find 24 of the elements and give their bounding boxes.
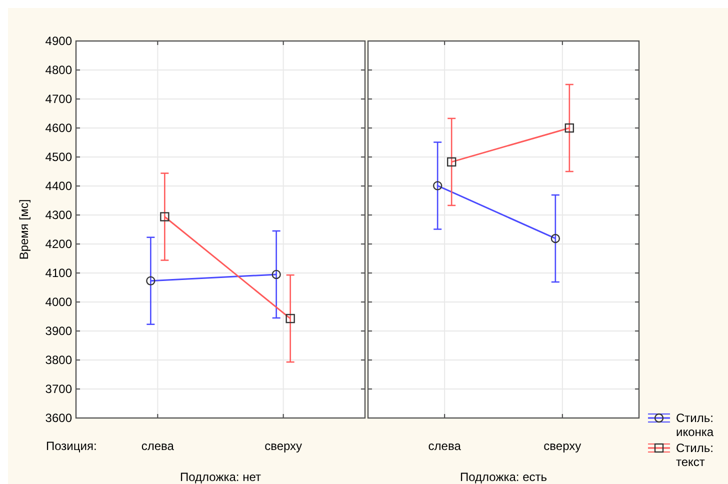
y-tick-label: 4800 xyxy=(45,63,72,78)
x-tick-label: слева xyxy=(428,439,462,453)
y-tick-label: 4400 xyxy=(45,179,72,194)
y-tick-label: 4200 xyxy=(45,237,72,252)
x-axis-title: Позиция: xyxy=(46,439,97,453)
y-tick-label: 4900 xyxy=(45,34,72,48)
y-tick-label: 4000 xyxy=(45,295,72,310)
y-tick-label: 4500 xyxy=(45,150,72,164)
y-tick-label: 4100 xyxy=(45,266,72,280)
x-tick-label: сверху xyxy=(264,439,302,453)
y-tick-label: 3800 xyxy=(45,353,72,368)
legend-label: Стиль: текст xyxy=(676,441,714,469)
y-tick-label: 4700 xyxy=(45,92,72,106)
y-tick-label: 3700 xyxy=(45,382,72,396)
x-tick-label: слева xyxy=(141,439,174,453)
text: Подложка: есть xyxy=(460,470,548,484)
y-tick-label: 4300 xyxy=(45,208,72,222)
y-tick-label: 3900 xyxy=(45,324,72,338)
x-tick-label: сверху xyxy=(544,439,582,453)
y-tick-label: 3600 xyxy=(45,411,72,426)
y-tick-label: 4600 xyxy=(45,121,72,136)
y-axis-title: Время [мс] xyxy=(17,199,31,260)
legend-label: Стиль: иконка xyxy=(676,411,714,439)
text: Подложка: нет xyxy=(180,470,262,484)
